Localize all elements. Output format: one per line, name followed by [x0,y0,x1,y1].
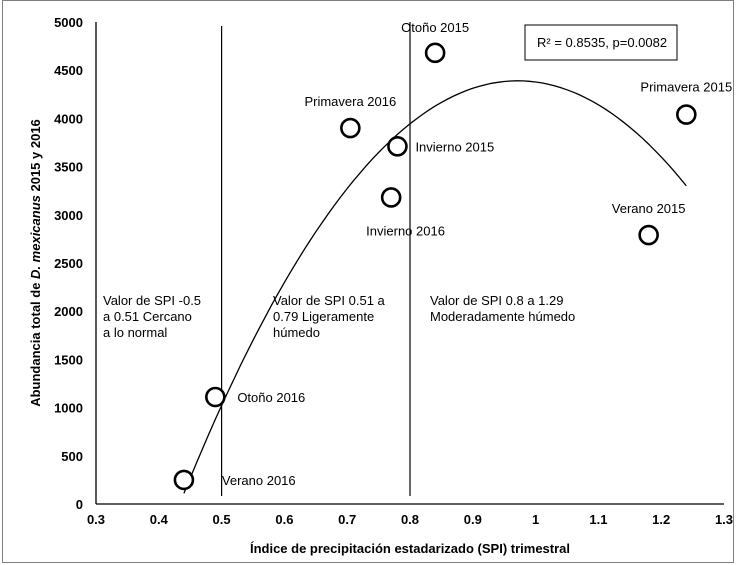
data-point [676,104,697,125]
y-tick-label: 1000 [54,401,83,416]
y-tick-label: 4500 [54,63,83,78]
data-point-label: Primavera 2016 [304,94,396,109]
data-point [424,42,446,64]
x-tick-label: 0.4 [150,512,169,527]
data-point [340,117,361,139]
y-tick-label: 2000 [54,304,83,319]
data-point [205,386,226,408]
data-point-label: Invierno 2016 [366,223,445,238]
zone-label-line: a 0.51 Cercano [103,309,192,324]
x-tick-label: 0.7 [338,512,356,527]
y-axis-title-part: 2015 y 2016 [28,119,43,195]
x-tick-labels: 0.3 0.4 0.5 0.6 0.7 0.8 0.9 1 1.1 1.2 1.3 [87,512,733,527]
zone-label-line: Valor de SPI -0.5 [103,293,201,308]
x-axis-title: Índice de precipitación estadarizado (SP… [250,541,570,556]
x-tick-label: 1.1 [589,512,607,527]
y-axis-title-part: D. mexicanus [28,195,43,279]
data-points [173,42,697,491]
y-tick-label: 2500 [54,256,83,271]
y-tick-label: 3000 [54,208,83,223]
data-point-label: Verano 2015 [612,201,686,216]
zone-label-line: húmedo [273,325,320,340]
zone-label-line: 0.79 Ligeramente [273,309,374,324]
data-point [173,469,195,491]
data-point [638,224,659,246]
y-axis-title-part: Abundancia total de [28,279,43,407]
x-tick-label: 0.9 [464,512,482,527]
data-point-label: Otoño 2016 [237,390,305,405]
zone-label-line: Moderadamente húmedo [430,309,575,324]
spi-threshold-lines [221,22,411,496]
data-point [380,187,402,208]
data-point-label: Verano 2016 [222,473,296,488]
r2-annotation-text: R² = 0.8535, p=0.0082 [537,35,667,50]
y-tick-labels: 0 500 1000 1500 2000 2500 3000 3500 4000 4500 5000 [54,15,83,512]
zone-label-line: Valor de SPI 0.8 a 1.29 [430,293,563,308]
data-point-label: Invierno 2015 [415,139,494,154]
data-point-label: Primavera 2015 [640,80,732,95]
data-point-label: Otoño 2015 [401,20,469,35]
x-tick-label: 0.6 [275,512,293,527]
y-tick-label: 500 [61,449,83,464]
zone-label-line: a lo normal [103,325,167,340]
data-point [387,136,408,157]
r2-annotation: R² = 0.8535, p=0.0082 [524,24,678,61]
axes [95,22,724,505]
r2-annotation-box [524,24,678,61]
data-point-labels: Verano 2016 Otoño 2016 Primavera 2016 Invie… [222,20,732,488]
x-tick-label: 1 [532,512,539,527]
y-tick-label: 1500 [54,352,83,367]
x-tick-label: 1.2 [652,512,670,527]
y-axis-title: Abundancia total de D. mexicanus 2015 y … [28,119,43,407]
x-tick-label: 1.3 [715,512,733,527]
y-tick-label: 5000 [54,15,83,30]
y-tick-label: 0 [76,497,83,512]
x-tick-label: 0.5 [213,512,231,527]
zone-label-line: Valor de SPI 0.51 a [273,293,386,308]
y-tick-label: 3500 [54,160,83,175]
quadratic-trend-line [183,80,687,494]
x-tick-label: 0.8 [401,512,419,527]
x-tick-label: 0.3 [87,512,105,527]
y-tick-label: 4000 [54,111,83,126]
